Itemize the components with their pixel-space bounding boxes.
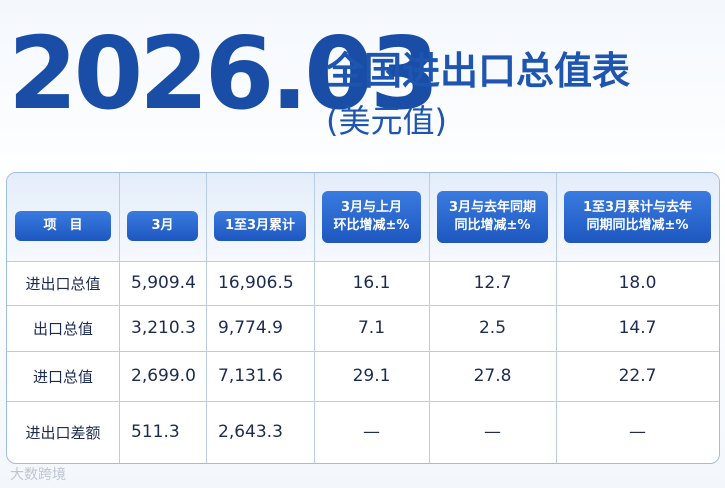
header-line: 1至3月累计与去年 [582, 200, 693, 215]
row-label: 进口总值 [32, 367, 93, 386]
watermark: 大数跨境 [10, 467, 66, 483]
cell-value: 2,699.0 [131, 366, 196, 386]
col-divider [206, 173, 207, 463]
column-header: 3月与上月环比增减±% [322, 191, 421, 243]
row-divider [7, 401, 719, 402]
year: 2026.03 [8, 15, 439, 132]
header-line: 1至3月累计 [224, 218, 296, 233]
cell-value: 27.8 [473, 366, 512, 386]
column-header: 1至3月累计与去年 同期同比增减±% [564, 191, 711, 243]
header-line: 项 目 [43, 218, 83, 233]
header-line: 3月 [151, 218, 174, 233]
row-label: 进出口总值 [25, 274, 101, 293]
header-line: 环比增减±% [333, 218, 410, 233]
cell-value: 7,131.6 [218, 366, 283, 386]
cell-value: 2.5 [478, 318, 507, 338]
cell-value: — [363, 422, 380, 442]
cell-value: 7.1 [357, 318, 386, 338]
cell-value: — [629, 422, 646, 442]
row-divider [7, 305, 719, 306]
cell-value: 16.1 [352, 273, 391, 293]
col-divider [314, 173, 315, 463]
header-line: 同比增减±% [454, 218, 531, 233]
col-divider [556, 173, 557, 463]
table: 项 目 3月 1至3月累计 3月与上月环比增减±% 3月与去年同期 同比增减±% 1至3月累… [6, 172, 720, 464]
row-divider [7, 261, 719, 262]
cell-value: 12.7 [473, 273, 512, 293]
cell-value: 2,643.3 [218, 422, 283, 442]
cell-value: 22.7 [618, 366, 657, 386]
cell-value: 29.1 [352, 366, 391, 386]
column-header: 3月与去年同期 同比增减±% [437, 191, 548, 243]
row-label: 出口总值 [32, 319, 93, 338]
cell-value: — [484, 422, 501, 442]
column-header: 1至3月累计 [214, 211, 306, 241]
subtitle: (美元值) [326, 102, 447, 140]
cell-value: 9,774.9 [218, 318, 283, 338]
col-divider [119, 173, 120, 463]
title: 全国进出口总值表 [326, 49, 631, 93]
cell-value: 5,909.4 [131, 273, 196, 293]
column-header: 3月 [127, 211, 198, 241]
header-line: 同期同比增减±% [586, 218, 689, 233]
column-header: 项 目 [15, 211, 111, 241]
row-divider [7, 351, 719, 352]
col-divider [429, 173, 430, 463]
cell-value: 16,906.5 [218, 273, 294, 293]
header-line: 3月与去年同期 [448, 200, 537, 215]
header-line: 3月与上月 [340, 200, 403, 215]
cell-value: 511.3 [131, 422, 180, 442]
cell-value: 18.0 [618, 273, 657, 293]
cell-value: 3,210.3 [131, 318, 196, 338]
cell-value: 14.7 [618, 318, 657, 338]
row-label: 进出口差额 [25, 423, 101, 442]
